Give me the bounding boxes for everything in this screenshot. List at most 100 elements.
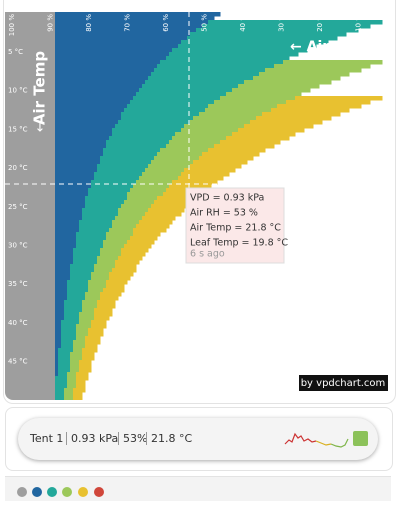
chart-card [3, 0, 396, 404]
zone-cell [121, 248, 149, 253]
zone-cell [214, 144, 275, 149]
zone-cell [55, 228, 80, 233]
zone-cell [97, 304, 116, 309]
zone-cell [193, 160, 248, 165]
zone-cell [103, 288, 125, 293]
zone-cell [85, 336, 101, 341]
zone-cell [55, 388, 65, 393]
zone-cell [55, 236, 77, 241]
zone-cell [100, 248, 122, 253]
zone-cell [148, 76, 254, 81]
zone-cell [55, 52, 170, 57]
zone-cell [115, 264, 137, 269]
zone-cell [85, 204, 122, 209]
zone-cell [55, 72, 152, 77]
y-tick-label: 40 °C [8, 319, 28, 327]
zone-cell [133, 228, 167, 233]
zone-cell [55, 24, 203, 29]
zone-cell [232, 88, 311, 93]
zone-cell [55, 132, 113, 137]
zone-cell [55, 140, 107, 145]
zone-cell [184, 168, 236, 173]
status-card [5, 407, 393, 471]
zone-cell [55, 100, 131, 105]
zone-cell [55, 108, 125, 113]
zone-cell [133, 184, 170, 189]
zone-cell [55, 44, 179, 49]
zone-cell [55, 124, 116, 129]
zone-cell [55, 304, 65, 309]
zone-cell [55, 380, 68, 385]
zone-cell [232, 132, 296, 137]
zone-cell [106, 144, 167, 149]
zone-cell [124, 200, 155, 205]
zone-cell [145, 80, 245, 85]
tooltip-line: Air RH = 53 % [190, 208, 258, 219]
zone-cell [115, 124, 185, 129]
zone-cell [55, 188, 89, 193]
zone-cell [172, 48, 308, 53]
zone-cell [157, 64, 275, 69]
zone-cell [151, 72, 260, 77]
zone-cell [79, 228, 110, 233]
zone-cell [91, 180, 137, 185]
zone-cell [61, 336, 77, 341]
zone-cell [106, 236, 131, 241]
zone-cell [157, 152, 203, 157]
zone-cell [73, 392, 83, 397]
zone-cell [169, 52, 299, 57]
zone-cell [55, 292, 68, 297]
zone-cell [88, 332, 104, 337]
zone-cell [55, 372, 59, 377]
sparkline [284, 431, 368, 448]
zone-cell [85, 292, 101, 297]
zone-cell [55, 112, 122, 117]
zone-cell [154, 200, 194, 205]
zone-cell [76, 240, 104, 245]
zone-cell [76, 380, 86, 385]
zone-cell [85, 344, 98, 349]
zone-cell [61, 340, 74, 345]
zone-cell [85, 200, 125, 205]
zone-cell [55, 344, 62, 349]
zone-cell [64, 304, 83, 309]
zone-cell [58, 360, 71, 365]
zone-cell [55, 96, 134, 101]
zone-cell [100, 252, 122, 257]
zone-cell [55, 220, 80, 225]
zone-cell [55, 356, 59, 361]
zone-cell [55, 288, 68, 293]
x-tick-label: 60 % [162, 14, 170, 32]
zone-cell [184, 124, 245, 129]
zone-cell [55, 20, 209, 25]
zone-cell [295, 96, 383, 101]
zone-cell [133, 96, 221, 101]
zone-cell [55, 88, 140, 93]
zone-cell [76, 336, 86, 341]
status-pill[interactable]: Tent 1 0.93 kPa 53% 21.8 °C [18, 418, 378, 460]
zone-cell [136, 224, 170, 229]
zone-cell [79, 360, 92, 365]
zone-cell [55, 272, 71, 277]
zone-cell [115, 260, 140, 265]
zone-cell [76, 328, 89, 333]
zone-cell [55, 84, 143, 89]
zone-cell [160, 60, 284, 65]
zone-cell [79, 312, 95, 317]
zone-cell [109, 228, 134, 233]
zone-cell [88, 188, 131, 193]
tooltip-line: VPD = 0.93 kPa [190, 193, 264, 204]
zone-cell [112, 128, 182, 133]
zone-cell [55, 348, 59, 353]
zone-cell [139, 220, 173, 225]
zone-cell [55, 364, 59, 369]
zone-cell [214, 100, 287, 105]
zone-cell [55, 56, 167, 61]
zone-cell [82, 352, 95, 357]
zone-cell [106, 140, 170, 145]
zone-cell [139, 88, 233, 93]
zone-cell [55, 308, 65, 313]
zone-cell [73, 252, 101, 257]
zone-cell [55, 192, 89, 197]
tooltip [185, 187, 285, 264]
